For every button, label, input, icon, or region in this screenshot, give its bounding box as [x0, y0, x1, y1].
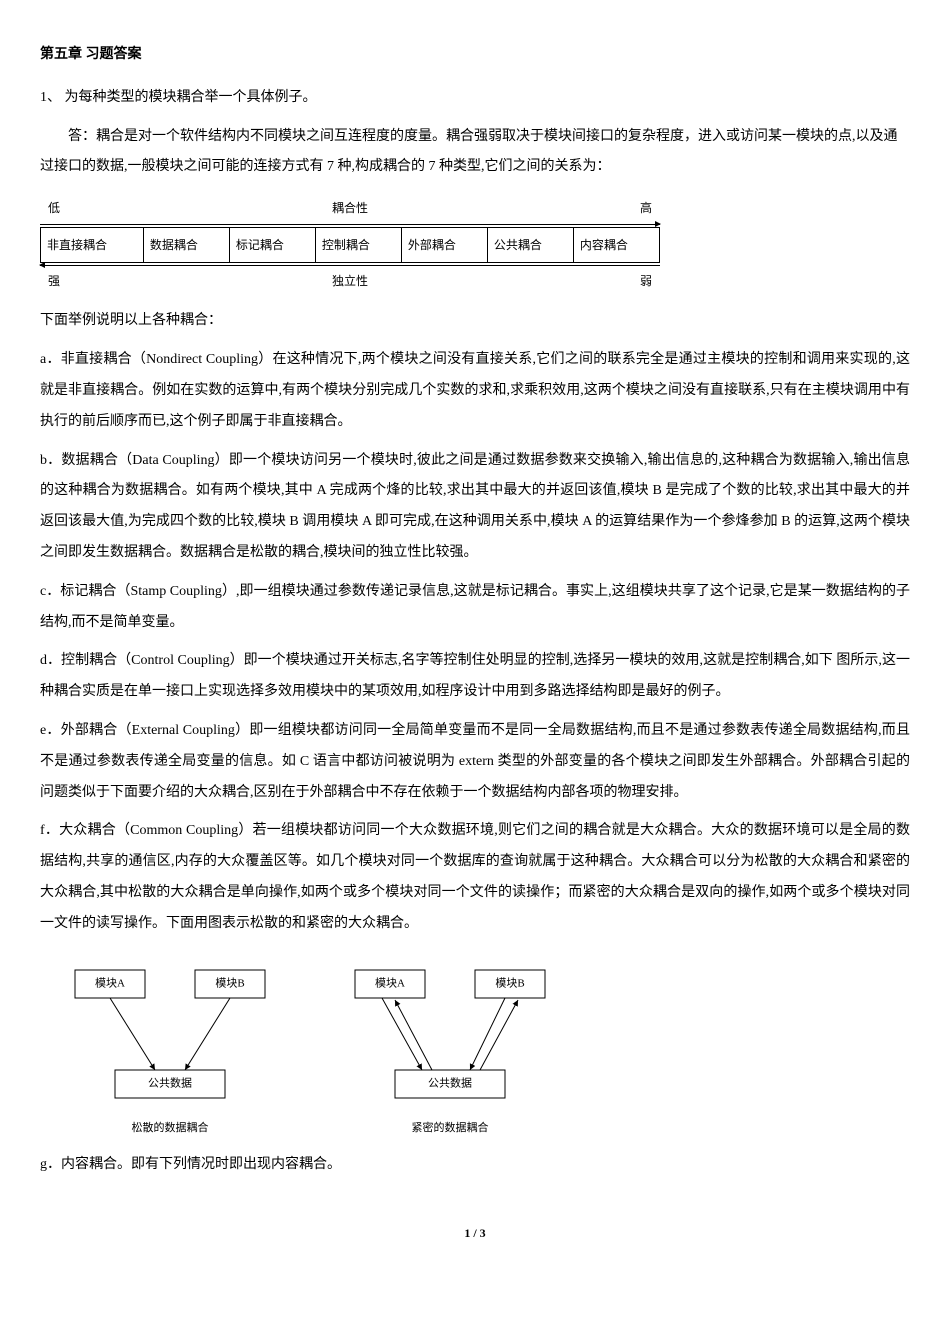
examples-intro: 下面举例说明以上各种耦合： [40, 306, 910, 337]
axis-top-center: 耦合性 [332, 195, 368, 221]
coupling-cell-5: 公共耦合 [487, 227, 573, 262]
coupling-cell-6: 内容耦合 [573, 227, 659, 262]
coupling-cell-4: 外部耦合 [401, 227, 487, 262]
tight-module-a-label: 模块A [375, 976, 405, 989]
top-arrow-line [40, 224, 660, 225]
coupling-cell-1: 数据耦合 [143, 227, 229, 262]
item-f: f．大众耦合（Common Coupling）若一组模块都访问同一个大众数据环境… [40, 816, 910, 939]
bottom-arrow-line [40, 265, 660, 266]
coupling-cell-2: 标记耦合 [229, 227, 315, 262]
item-a: a．非直接耦合（Nondirect Coupling）在这种情况下,两个模块之间… [40, 345, 910, 437]
coupling-types-table: 非直接耦合 数据耦合 标记耦合 控制耦合 外部耦合 公共耦合 内容耦合 [40, 227, 660, 263]
loose-common-data-label: 公共数据 [148, 1075, 192, 1089]
q1-text: 为每种类型的模块耦合举一个具体例子。 [65, 90, 317, 105]
q1-number: 1、 [40, 90, 61, 105]
coupling-cell-3: 控制耦合 [315, 227, 401, 262]
loose-module-a-label: 模块A [95, 976, 125, 989]
tight-coupling-diagram: 模块A 模块B 公共数据 紧密的数据耦合 [340, 960, 560, 1140]
coupling-spectrum-diagram: 低 耦合性 高 非直接耦合 数据耦合 标记耦合 控制耦合 外部耦合 公共耦合 内… [40, 195, 660, 294]
axis-top-right: 高 [640, 195, 652, 221]
item-e: e．外部耦合（External Coupling）即一组模块都访问同一全局简单变… [40, 716, 910, 808]
item-c: c．标记耦合（Stamp Coupling）,即一组模块通过参数传递记录信息,这… [40, 577, 910, 639]
item-g: g．内容耦合。即有下列情况时即出现内容耦合。 [40, 1150, 910, 1181]
axis-bottom-center: 独立性 [332, 268, 368, 294]
loose-caption: 松散的数据耦合 [132, 1116, 209, 1140]
loose-module-b-label: 模块B [215, 976, 244, 989]
tight-module-b-label: 模块B [495, 976, 524, 989]
tight-common-data-label: 公共数据 [428, 1075, 472, 1089]
item-b: b．数据耦合（Data Coupling）即一个模块访问另一个模块时,彼此之间是… [40, 446, 910, 569]
page-footer: 1 / 3 [40, 1220, 910, 1246]
common-coupling-diagrams: 模块A 模块B 公共数据 松散的数据耦合 模块A 模块B 公共数据 [60, 960, 910, 1140]
coupling-cell-0: 非直接耦合 [41, 227, 144, 262]
item-d: d．控制耦合（Control Coupling）即一个模块通过开关标志,名字等控… [40, 646, 910, 708]
chapter-title: 第五章 习题答案 [40, 40, 910, 71]
axis-bottom-left: 强 [48, 268, 60, 294]
axis-top-left: 低 [48, 195, 60, 221]
loose-coupling-diagram: 模块A 模块B 公共数据 松散的数据耦合 [60, 960, 280, 1140]
q1-answer: 答：耦合是对一个软件结构内不同模块之间互连程度的度量。耦合强弱取决于模块间接口的… [40, 122, 910, 184]
tight-caption: 紧密的数据耦合 [412, 1116, 489, 1140]
question-1: 1、 为每种类型的模块耦合举一个具体例子。 [40, 83, 910, 114]
axis-bottom-right: 弱 [640, 268, 652, 294]
